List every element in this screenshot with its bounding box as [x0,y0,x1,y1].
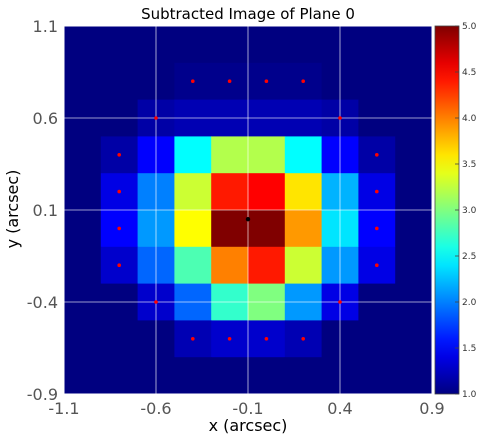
heatmap-cell [395,173,433,211]
heatmap-cell [211,173,249,211]
heatmap-cell [174,357,212,395]
colorbar-tick-label: 2.0 [462,298,477,308]
heatmap-cell [395,26,433,64]
colorbar-tick-label: 1.0 [462,390,477,400]
colorbar-tick-label: 5.0 [462,22,477,32]
y-tick-label: 0.6 [33,109,58,128]
x-tick-label: -1.1 [48,399,79,418]
heatmap-cell [64,26,102,64]
heatmap-cell [100,320,139,358]
heatmap-cell [358,62,396,101]
heatmap-cell [395,246,433,285]
sample-point [191,79,195,83]
sample-point [191,337,195,341]
sample-point [301,79,306,83]
heatmap-cell [358,357,396,395]
heatmap-cell [174,136,212,174]
heatmap-cell [395,136,433,174]
heatmap-cell [248,210,286,248]
heatmap-cell [64,246,102,285]
colorbar-tick-label: 3.5 [462,160,476,170]
y-tick-label: 1.1 [33,17,58,36]
x-axis-label: x (arcsec) [209,416,288,435]
heatmap-cell [64,210,102,248]
sample-point [117,263,121,268]
sample-point [375,153,379,157]
sample-point [227,337,232,341]
heatmap-cell [248,26,286,64]
colorbar-tick-label: 1.5 [462,344,476,354]
y-tick-labels: -0.9 -0.4 0.1 0.6 1.1 [27,17,58,404]
heatmap-cell [64,62,102,101]
heatmap-cell [100,357,139,395]
heatmap-cell [284,26,323,64]
heatmap-cell [211,246,249,285]
heatmap-cell [248,173,286,211]
heatmap-cell [248,357,286,395]
heatmap-cell [211,26,249,64]
sample-point [375,226,379,231]
heatmap-cell [284,173,323,211]
sample-point [154,116,158,120]
colorbar-tick-label: 3.0 [462,206,477,216]
sample-point [227,79,232,83]
sample-point [264,79,269,83]
x-tick-label: -0.1 [232,399,263,418]
heatmap-cell [211,357,249,395]
x-tick-label: -0.6 [140,399,171,418]
colorbar-tick-label: 2.5 [462,252,476,262]
sample-point [338,116,342,120]
heatmap-cell [395,62,433,101]
heatmap-cell [358,320,396,358]
heatmap-cell [64,173,102,211]
sample-point [154,300,158,304]
heatmap-cell [395,357,433,395]
heatmap-cell [211,136,249,174]
heatmap-cell [174,210,212,248]
x-tick-label: 0.9 [419,399,444,418]
heatmap-cell [395,210,433,248]
y-tick-label: -0.4 [27,293,58,312]
heatmap-cell [358,26,396,64]
colorbar-tick-labels: 1.0 1.5 2.0 2.5 3.0 3.5 4.0 4.5 5.0 [455,22,477,400]
colorbar-tick-label: 4.0 [462,114,477,124]
heatmap-cell [174,246,212,285]
y-axis-label: y (arcsec) [3,170,22,249]
y-tick-label: 0.1 [33,201,58,220]
sample-point [245,217,251,222]
sample-point [117,189,121,194]
sample-point [301,337,306,341]
sample-point [117,153,121,157]
heatmap-cell [248,246,286,285]
heatmap-cell [174,173,212,211]
sample-point [264,337,269,341]
heatmap-cell [100,62,139,101]
heatmap-cell [211,210,249,248]
heatmap-cell [64,320,102,358]
sample-point [117,226,121,231]
heatmap-cell [174,26,212,64]
heatmap-cell [284,357,323,395]
heatmap-cell [248,136,286,174]
heatmap-cell [64,357,102,395]
heatmap-cell [284,246,323,285]
heatmap-cell [395,320,433,358]
chart-title: Subtracted Image of Plane 0 [141,5,355,23]
sample-points [117,79,379,341]
sample-point [375,189,379,194]
y-tick-label: -0.9 [27,385,58,404]
heatmap-cell [284,210,323,248]
sample-point [338,300,342,304]
plot-frame [63,25,433,395]
heatmap-cell [284,136,323,174]
colorbar-tick-label: 4.5 [462,68,476,78]
heatmap-cell [100,26,139,64]
x-tick-label: 0.4 [327,399,352,418]
sample-point [375,263,379,268]
x-tick-labels: -1.1 -0.6 -0.1 0.4 0.9 [48,399,444,418]
heatmap-cell [64,136,102,174]
